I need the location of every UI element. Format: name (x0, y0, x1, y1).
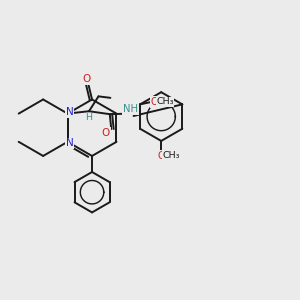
Text: CH₃: CH₃ (156, 98, 174, 106)
Text: N: N (66, 138, 74, 148)
Text: O: O (151, 97, 158, 107)
Text: N: N (66, 107, 74, 117)
Text: O: O (102, 128, 110, 138)
Text: O: O (157, 151, 165, 161)
Text: O: O (83, 74, 91, 84)
Text: CH₃: CH₃ (163, 151, 180, 160)
Text: H: H (85, 113, 92, 122)
Text: NH: NH (123, 104, 138, 114)
